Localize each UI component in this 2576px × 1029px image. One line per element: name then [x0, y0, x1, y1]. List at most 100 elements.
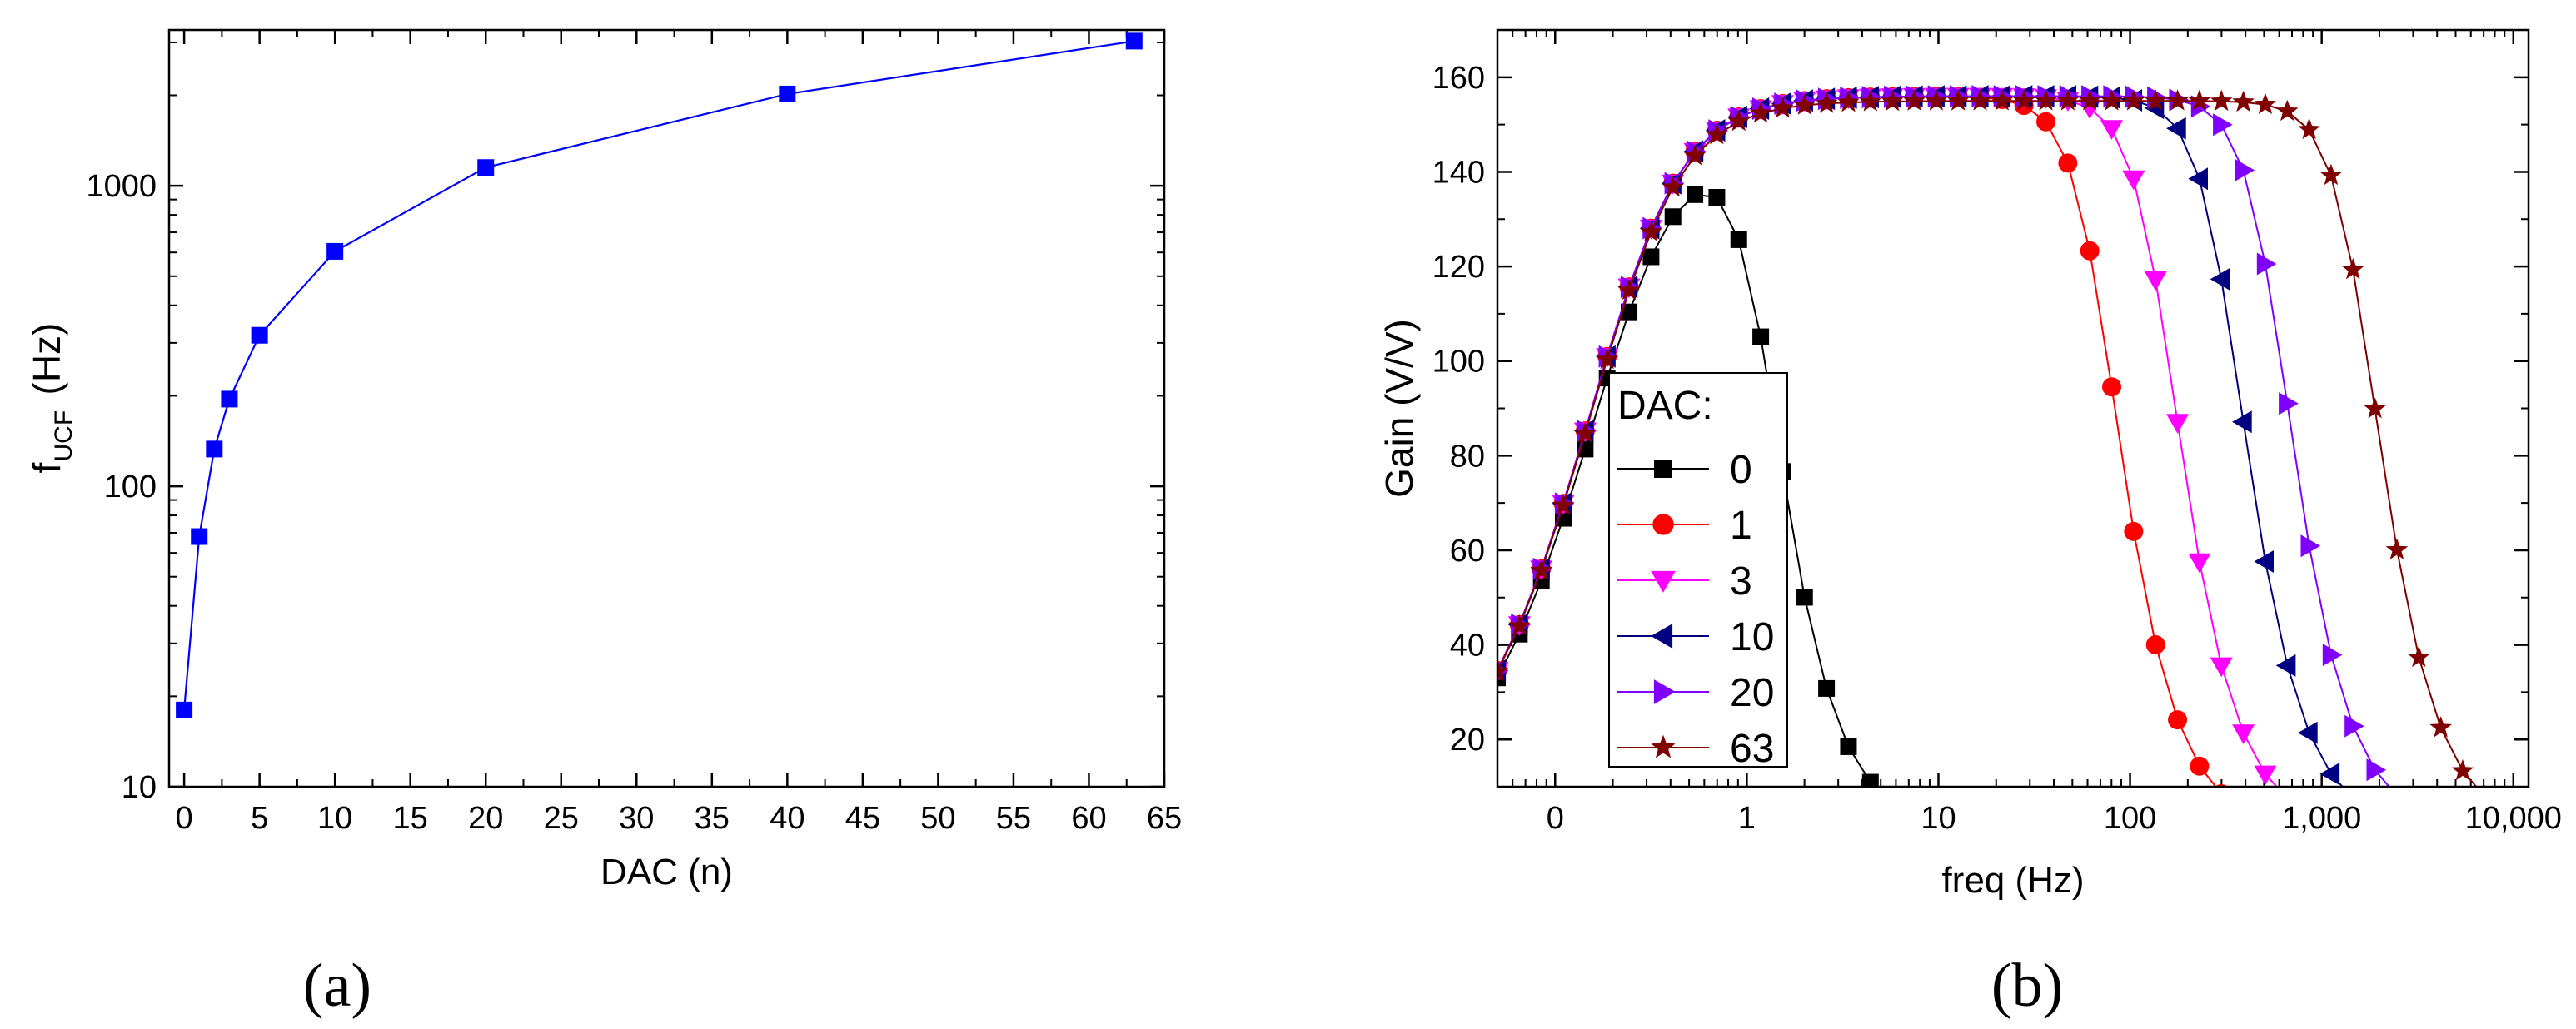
- data-point-dac-63: [1837, 91, 1860, 112]
- data-point-dac-63: [2210, 89, 2233, 112]
- y-tick-label: 80: [1450, 439, 1485, 474]
- legend-marker-dac-63: [1651, 734, 1676, 758]
- x-tick-label: 10: [317, 801, 352, 836]
- data-point-dac-10: [2254, 550, 2274, 573]
- data-point-dac-0: [1752, 328, 1770, 345]
- data-point-dac-0: [1884, 795, 1901, 812]
- data-point-dac-20: [2300, 534, 2321, 558]
- data-point-dac-20: [2344, 714, 2364, 738]
- data-point-dac-63: [2166, 89, 2189, 111]
- y-tick-label: 1000: [86, 169, 157, 204]
- data-point-dac-63: [2364, 397, 2386, 419]
- data-point-dac-63: [1574, 421, 1597, 443]
- data-point-5: [251, 326, 268, 344]
- y-axis-label-subscript: UCF: [50, 410, 77, 462]
- data-point-dac-63: [1859, 90, 1882, 112]
- data-point-10: [326, 242, 344, 260]
- y-axis-label-main: f: [25, 463, 68, 474]
- y-tick-label: 100: [1432, 345, 1485, 380]
- data-point-dac-1: [2102, 377, 2122, 397]
- data-point-dac-63: [1596, 347, 1618, 370]
- data-point-20: [477, 159, 495, 176]
- x-tick-label: 55: [996, 801, 1031, 836]
- data-point-dac-63: [1530, 559, 1552, 580]
- data-point-dac-1: [2036, 112, 2056, 132]
- data-point-dac-0: [1642, 248, 1660, 266]
- y-tick-label: 40: [1450, 629, 1485, 664]
- legend-marker-dac-1: [1652, 514, 1674, 535]
- data-point-dac-1: [2124, 521, 2144, 541]
- data-point-dac-63: [1662, 176, 1684, 197]
- data-point-dac-20: [2322, 644, 2343, 667]
- data-point-dac-63: [2078, 89, 2101, 111]
- data-point-dac-20: [2279, 392, 2299, 415]
- y-axis-label: Gain (V/V): [1378, 319, 1421, 498]
- data-point-dac-1: [2190, 756, 2210, 776]
- data-point-dac-63: [1508, 614, 1531, 636]
- legend-label-dac-3: 3: [1730, 559, 1752, 604]
- data-point-dac-0: [1664, 208, 1682, 226]
- x-tick-label: 5: [251, 801, 268, 836]
- data-point-dac-63: [2429, 716, 2452, 738]
- data-point-dac-20: [2235, 158, 2255, 181]
- data-point-dac-63: [1946, 89, 1970, 111]
- y-tick-label: 160: [1432, 61, 1485, 96]
- data-point-dac-3: [2232, 724, 2255, 744]
- data-point-dac-20: [2256, 252, 2277, 276]
- data-point-dac-0: [1730, 231, 1747, 248]
- data-point-3: [221, 390, 238, 408]
- data-point-dac-3: [2100, 120, 2123, 140]
- data-point-dac-63: [1617, 278, 1641, 301]
- data-point-dac-63: [1969, 89, 1991, 111]
- y-tick-label: 120: [1432, 250, 1485, 285]
- data-point-dac-3: [2210, 657, 2233, 678]
- legend-label-dac-10: 10: [1730, 615, 1774, 659]
- data-point-dac-63: [2100, 89, 2123, 111]
- panel-label-a: (a): [303, 952, 371, 1020]
- data-point-dac-63: [2254, 92, 2277, 114]
- data-point-dac-10: [2319, 763, 2340, 786]
- series-line-dac-63: [1497, 100, 2478, 787]
- legend-marker-dac-3: [1651, 570, 1676, 593]
- data-point-dac-63: [1991, 89, 2014, 111]
- legend-title: DAC:: [1617, 384, 1713, 428]
- data-point-dac-63: [2012, 89, 2035, 111]
- data-point-dac-63: [2408, 645, 2430, 668]
- x-tick-label: 65: [1147, 801, 1182, 836]
- x-tick-label: 0: [1547, 801, 1564, 836]
- x-tick-label: 45: [845, 801, 880, 836]
- y-tick-label: 10: [122, 770, 157, 805]
- x-tick-label: 60: [1071, 801, 1106, 836]
- data-point-dac-0: [1621, 303, 1638, 321]
- y-tick-label: 100: [104, 470, 157, 505]
- chart-a: 0 5 10 15 20 25 30 35 40 45 50 55 60 65 10 100 1000 DAC (…: [25, 28, 1182, 892]
- legend-marker-dac-20: [1653, 679, 1676, 704]
- x-tick-label: 0: [176, 801, 193, 836]
- series-line-fucf: [183, 40, 1134, 710]
- data-point-0: [176, 701, 193, 718]
- x-tick-label: 1,000: [2282, 801, 2361, 836]
- data-point-dac-0: [1818, 679, 1836, 697]
- x-tick-label: 25: [544, 801, 579, 836]
- data-point-dac-63: [1683, 144, 1707, 166]
- data-point-dac-20: [2388, 784, 2392, 787]
- x-tick-label: 1: [1738, 801, 1756, 836]
- chart-b: 0 1 10 100 1,000 10,00020406080100120140160DA…: [1378, 28, 2562, 901]
- data-point-dac-20: [2366, 758, 2387, 782]
- x-tick-label: 20: [468, 801, 503, 836]
- data-point-dac-63: [1727, 110, 1751, 132]
- data-point-dac-63: [2035, 89, 2057, 111]
- data-point-dac-3: [2144, 271, 2167, 291]
- data-point-dac-63: [2319, 163, 2343, 186]
- x-tick-label: 15: [393, 801, 428, 836]
- legend-label-dac-20: 20: [1730, 671, 1774, 715]
- data-point-1: [191, 528, 208, 545]
- data-point-dac-10: [2232, 410, 2252, 434]
- data-point-dac-63: [1903, 89, 1926, 111]
- data-point-dac-1: [2058, 153, 2078, 173]
- data-point-dac-0: [1861, 773, 1879, 787]
- legend-label-dac-1: 1: [1730, 504, 1752, 548]
- legend-marker-dac-0: [1654, 460, 1672, 478]
